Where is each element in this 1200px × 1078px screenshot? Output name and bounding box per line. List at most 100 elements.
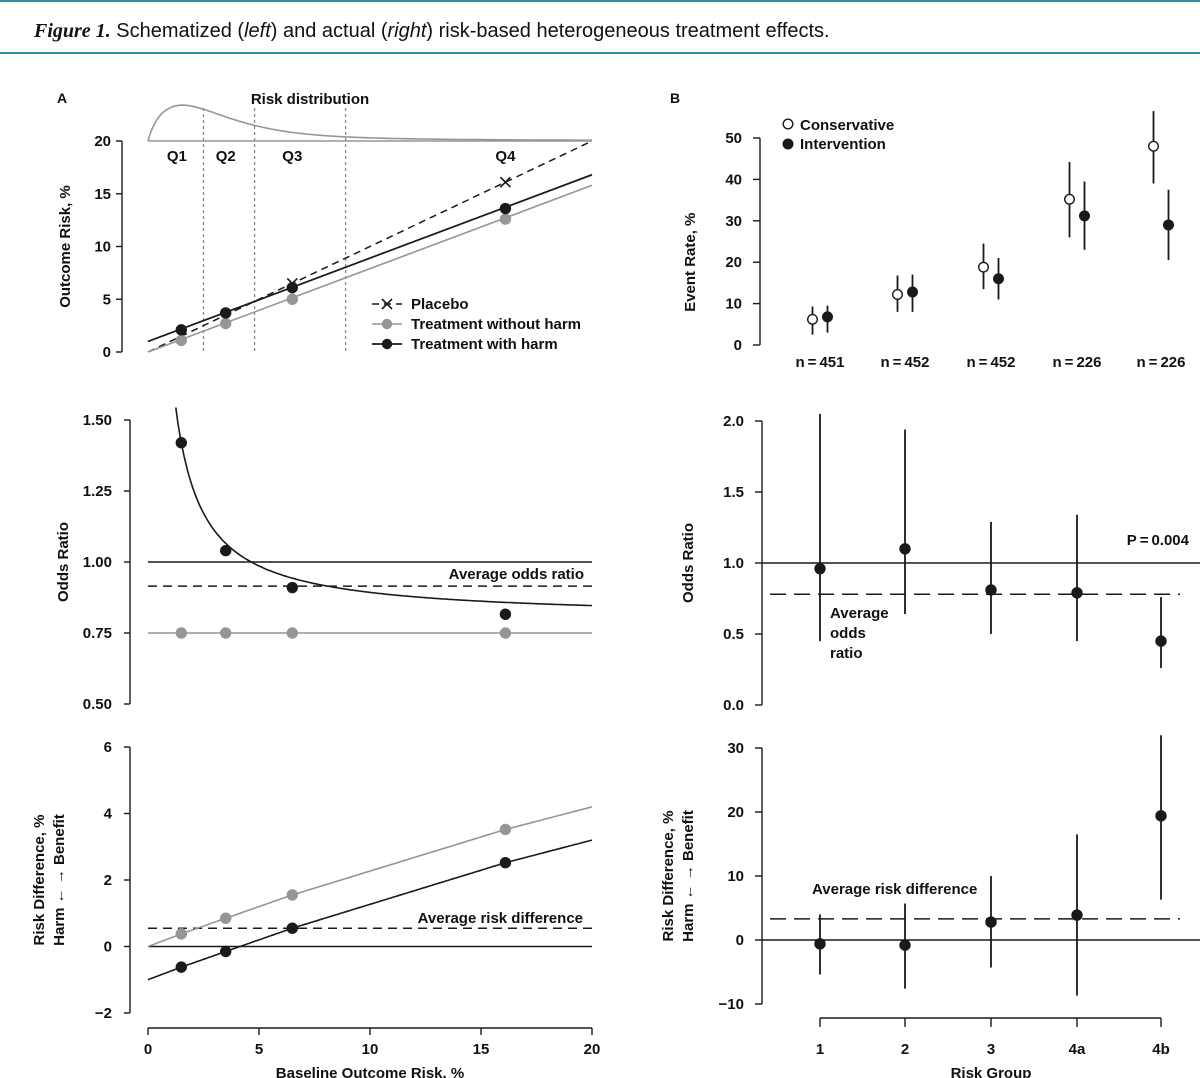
a-bot-y-label: Risk Difference, %: [31, 815, 48, 946]
a-top-risk-distribution-title: Risk distribution: [251, 91, 369, 108]
a-top-risk-distribution-curve: [147, 104, 592, 142]
a-top-series-1-point-1: [219, 317, 232, 330]
b-top-intervention-point-2: [993, 273, 1005, 285]
caption-italic-left: left: [244, 20, 271, 42]
a-mid-y-tick-label-0: 0.50: [83, 696, 112, 713]
b-top-y-label: Event Rate, %: [682, 213, 699, 312]
a-bot-harm-point-3: [499, 857, 512, 869]
a-mid-harm-point-1: [219, 544, 232, 557]
b-top-y-tick-label-4: 40: [725, 171, 742, 188]
a-bot-x-tick-label-3: 15: [473, 1041, 490, 1058]
b-top-conservative-point-0: [807, 313, 819, 325]
a-top-legend-label-0: Placebo: [411, 296, 469, 313]
b-bot-point-3: [1071, 909, 1083, 921]
a-top-placebo-marker-1: [499, 176, 511, 188]
caption-italic-right: right: [387, 20, 427, 42]
b-mid-point-4: [1155, 635, 1167, 647]
b-top-intervention-point-3: [1078, 210, 1090, 222]
b-top-y-tick-label-0: 0: [734, 337, 742, 354]
b-bot-x-label: Risk Group: [951, 1065, 1032, 1078]
caption-rule: [0, 52, 1200, 54]
b-mid-average-label-1: odds: [830, 625, 866, 642]
b-top-conservative-point-4: [1147, 140, 1159, 152]
caption-text-3: ) risk-based heterogeneous treatment eff…: [426, 20, 830, 42]
b-top-legend-conservative-marker: [782, 118, 794, 130]
b-bot-y-tick-label-1: 0: [736, 932, 744, 949]
b-top-n-label-4: n = 226: [1137, 354, 1186, 371]
b-top-n-label-3: n = 226: [1053, 354, 1102, 371]
a-top-y-tick-label-4: 20: [94, 133, 111, 150]
a-bot-noharm-point-1: [219, 912, 232, 924]
b-top-conservative-point-2: [978, 261, 990, 273]
a-bot-y-label-direction: Harm ← → Benefit: [51, 814, 68, 946]
a-mid-y-tick-label-2: 1.00: [83, 554, 112, 571]
b-mid-p-value: P = 0.004: [1127, 532, 1190, 549]
b-top-conservative-point-1: [892, 288, 904, 300]
b-mid-point-3: [1071, 587, 1083, 599]
b-mid-y-tick-label-3: 1.5: [723, 484, 744, 501]
a-bot-y-tick-label-0: −2: [95, 1005, 112, 1022]
a-bot-x-tick-label-2: 10: [362, 1041, 379, 1058]
b-top-conservative-point-3: [1063, 193, 1075, 205]
b-top-n-label-0: n = 451: [796, 354, 845, 371]
a-top-y-tick-label-2: 10: [94, 239, 111, 256]
a-top-legend-marker-0-b: [381, 298, 393, 310]
b-mid-y-label: Odds Ratio: [680, 523, 697, 603]
b-top-legend-intervention-label: Intervention: [800, 136, 886, 153]
b-bot-y-tick-label-2: 10: [727, 868, 744, 885]
b-top-n-label-2: n = 452: [967, 354, 1016, 371]
b-top-legend-intervention-marker: [782, 138, 794, 150]
b-top-intervention-point-1: [907, 286, 919, 298]
b-mid-point-0: [814, 562, 826, 575]
a-top-series-line-0: [147, 140, 593, 353]
b-mid-y-tick-label-1: 0.5: [723, 626, 744, 643]
a-top-y-tick-label-3: 15: [94, 186, 111, 203]
a-top-y-label: Outcome Risk, %: [57, 185, 74, 308]
a-top-series-2-point-2: [286, 281, 298, 294]
a-top-quartile-label-3: Q4: [495, 148, 516, 165]
a-top-legend-marker-0: [381, 298, 393, 310]
figure-caption: Figure 1. Schematized (left) and actual …: [34, 20, 830, 43]
b-top-n-label-1: n = 452: [881, 354, 930, 371]
a-top-quartile-label-2: Q3: [282, 148, 302, 165]
a-top-series-2-point-1: [219, 307, 232, 319]
b-mid-point-2: [985, 584, 997, 596]
b-bot-point-0: [814, 938, 826, 950]
b-top-y-tick-label-5: 50: [725, 130, 742, 147]
a-mid-y-tick-label-4: 1.50: [83, 412, 112, 429]
b-bot-y-label: Risk Difference, %: [660, 811, 677, 942]
a-mid-harm-point-2: [286, 581, 298, 594]
a-bot-harm-point-0: [175, 961, 188, 973]
a-mid-noharm-point-2: [286, 627, 298, 639]
figure-label: Figure 1.: [34, 20, 111, 42]
a-mid-y-label: Odds Ratio: [55, 522, 72, 602]
a-top-legend-label-2: Treatment with harm: [411, 336, 558, 353]
a-bot-harm-point-1: [219, 945, 232, 958]
panel-label-a: A: [57, 90, 67, 106]
a-bot-average-label: Average risk difference: [418, 910, 583, 927]
b-bot-x-tick-label-0: 1: [816, 1041, 824, 1058]
b-bot-x-tick-label-3: 4a: [1069, 1041, 1086, 1058]
a-top-series-2-point-0: [175, 324, 188, 336]
b-top-y-tick-label-3: 30: [725, 213, 742, 230]
a-top-legend-marker-2: [381, 338, 393, 350]
caption-text-2: ) and actual (: [270, 20, 388, 42]
a-top-y-tick-label-1: 5: [103, 291, 111, 308]
a-mid-y-tick-label-3: 1.25: [83, 483, 112, 500]
panel-label-b: B: [670, 90, 680, 106]
b-bot-point-1: [899, 939, 911, 951]
a-top-placebo-marker-1-b: [499, 176, 511, 188]
top-rule: [0, 0, 1200, 2]
b-mid-average-label-0: Average: [830, 605, 889, 622]
a-mid-average-label: Average odds ratio: [449, 566, 584, 583]
caption-text-1: Schematized (: [116, 20, 245, 42]
a-bot-y-tick-label-3: 4: [104, 806, 113, 823]
a-top-legend-label-1: Treatment without harm: [411, 316, 581, 333]
b-mid-average-label-2: ratio: [830, 645, 863, 662]
b-mid-y-tick-label-4: 2.0: [723, 413, 744, 430]
a-mid-noharm-point-0: [175, 627, 188, 639]
a-mid-odds-ratio-curve: [175, 407, 593, 607]
a-bot-x-tick-label-1: 5: [255, 1041, 263, 1058]
a-top-series-2-point-3: [499, 202, 512, 215]
a-bot-y-tick-label-4: 6: [104, 739, 112, 756]
